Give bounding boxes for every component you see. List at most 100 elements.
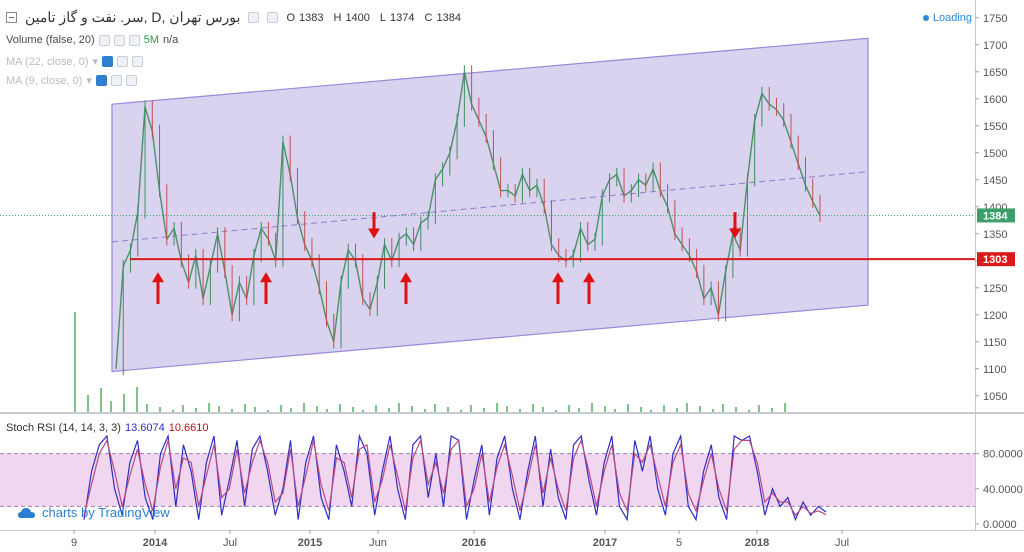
price-tick-label: 1450 <box>983 175 1007 187</box>
volume-bar <box>231 409 233 412</box>
volume-bar <box>172 410 174 412</box>
settings-toggle-icon[interactable] <box>248 12 260 23</box>
stoch-k-line <box>83 433 827 522</box>
volume-bar <box>182 405 184 412</box>
support-price-badge-text: 1303 <box>983 254 1007 266</box>
volume-bar <box>146 404 148 412</box>
volume-bar <box>578 408 580 412</box>
loading-indicator: Loading <box>922 12 972 24</box>
up-arrow-head <box>400 272 412 283</box>
volume-bar <box>699 406 701 412</box>
volume-bar <box>735 407 737 412</box>
last-price-badge <box>977 208 1015 223</box>
volume-bar <box>100 388 102 412</box>
volume-bar <box>123 394 125 412</box>
volume-label: Volume (false, 20) <box>6 34 95 46</box>
close-icon[interactable] <box>128 34 140 46</box>
volume-bar <box>496 403 498 412</box>
time-tick-label: Jun <box>369 537 387 549</box>
ma22-label: MA (22, close, 0) <box>6 55 89 68</box>
eye-icon[interactable] <box>102 56 114 67</box>
price-series-line <box>115 71 821 369</box>
volume-legend[interactable]: Volume (false, 20) 5M n/a <box>6 34 178 46</box>
volume-bar <box>411 406 413 412</box>
chevron-down-icon[interactable]: ▾ <box>92 56 99 68</box>
settings-icon[interactable] <box>113 34 125 46</box>
volume-bar <box>460 410 462 412</box>
time-tick-label: 2018 <box>745 537 769 549</box>
time-tick-label: Jul <box>835 537 849 549</box>
down-arrow-head <box>729 228 741 239</box>
loading-dot-icon <box>922 15 929 21</box>
price-tick-label: 1750 <box>983 13 1007 25</box>
volume-bar <box>280 405 282 412</box>
volume-bar <box>303 403 305 412</box>
volume-bar <box>87 395 89 412</box>
time-tick-label: 5 <box>676 537 682 549</box>
settings-icon[interactable] <box>110 75 122 86</box>
price-tick-label: 1350 <box>983 229 1007 241</box>
stoch-legend[interactable]: Stoch RSI (14, 14, 3, 3) 13.6074 10.6610 <box>6 422 208 434</box>
volume-bar <box>784 403 786 412</box>
price-tick-label: 1500 <box>983 148 1007 160</box>
time-tick-label: 9 <box>71 537 77 549</box>
volume-bar <box>663 405 665 412</box>
settings-icon[interactable] <box>267 12 279 23</box>
price-axis-border <box>975 0 976 530</box>
symbol-name[interactable]: بورس تهران ,D ,سر. نفت و گاز تامین <box>25 9 241 25</box>
volume-bar <box>758 405 760 412</box>
minus-square-icon[interactable] <box>6 12 17 23</box>
stoch-panel <box>0 433 975 522</box>
channel-midline <box>111 171 869 243</box>
volume-bar <box>771 408 773 412</box>
up-arrow-head <box>583 272 595 283</box>
volume-bar <box>748 410 750 412</box>
eye-icon[interactable] <box>98 34 110 46</box>
symbol-header: بورس تهران ,D ,سر. نفت و گاز تامین O 1383… <box>6 9 467 26</box>
volume-bar <box>712 409 714 412</box>
price-tick-label: 1150 <box>983 337 1007 349</box>
volume-bar <box>316 406 318 412</box>
cloud-icon <box>18 507 35 518</box>
close-icon[interactable] <box>132 56 144 67</box>
price-tick-label: 1700 <box>983 40 1007 52</box>
ma22-legend[interactable]: MA (22, close, 0) ▾ <box>6 55 144 68</box>
volume-bar <box>591 403 593 412</box>
price-tick-label: 1600 <box>983 94 1007 106</box>
volume-bar <box>352 407 354 412</box>
price-tick-label: 1550 <box>983 121 1007 133</box>
volume-bar <box>110 401 112 412</box>
volume-bar <box>326 409 328 412</box>
volume-bar <box>218 406 220 412</box>
volume-bar <box>74 312 76 412</box>
stoch-tick-label: 40.0000 <box>983 484 1023 496</box>
up-arrow-head <box>552 272 564 283</box>
chevron-down-icon[interactable]: ▾ <box>86 75 92 87</box>
volume-bar <box>627 404 629 412</box>
up-arrow-head <box>152 272 164 283</box>
tradingview-credit[interactable]: charts by TradingView <box>18 505 170 520</box>
settings-icon[interactable] <box>117 56 129 67</box>
ma9-legend[interactable]: MA (9, close, 0) ▾ <box>6 74 137 87</box>
price-tick-label: 1200 <box>983 310 1007 322</box>
ma9-label: MA (9, close, 0) <box>6 74 83 87</box>
eye-icon[interactable] <box>95 75 107 86</box>
price-tick-label: 1050 <box>983 391 1007 403</box>
volume-bar <box>159 407 161 412</box>
credit-label: charts by TradingView <box>42 505 170 520</box>
volume-bar <box>568 405 570 412</box>
time-axis-border <box>0 530 1024 531</box>
volume-bar <box>339 404 341 412</box>
price-tick-label: 1250 <box>983 283 1007 295</box>
price-tick-label: 1650 <box>983 67 1007 79</box>
volume-bar <box>650 410 652 412</box>
volume-bar <box>136 387 138 412</box>
volume-bar <box>686 403 688 412</box>
volume-bar <box>195 408 197 412</box>
loading-label: Loading <box>932 12 972 24</box>
close-icon[interactable] <box>125 75 137 86</box>
time-tick-label: 2014 <box>143 537 168 549</box>
time-tick-label: Jul <box>223 537 237 549</box>
